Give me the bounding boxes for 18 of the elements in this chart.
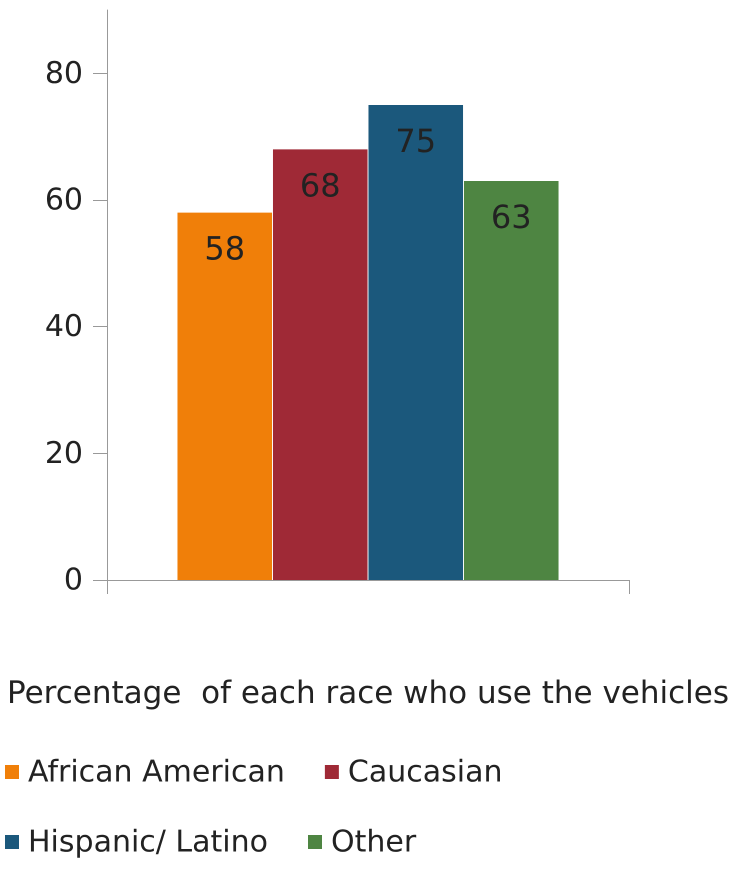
data-label: 58 bbox=[204, 230, 246, 268]
data-label: 75 bbox=[395, 122, 436, 160]
bar bbox=[177, 212, 272, 580]
legend-label: Hispanic/ Latino bbox=[28, 824, 268, 860]
y-tick-label: 40 bbox=[44, 309, 83, 344]
legend-label: Caucasian bbox=[348, 754, 502, 790]
legend-label: Other bbox=[331, 824, 417, 860]
bar bbox=[464, 181, 559, 580]
y-tick-label: 20 bbox=[44, 436, 83, 471]
x-axis-title: Percentage of each race who use the vehicles bbox=[7, 675, 730, 711]
bar bbox=[272, 149, 368, 580]
legend-label: African American bbox=[28, 754, 285, 790]
y-tick-label: 0 bbox=[64, 562, 83, 598]
data-label: 63 bbox=[490, 198, 532, 236]
bar bbox=[368, 105, 464, 580]
data-label: 68 bbox=[300, 166, 341, 204]
y-tick-label: 60 bbox=[44, 182, 83, 218]
y-tick-label: 80 bbox=[44, 56, 83, 91]
